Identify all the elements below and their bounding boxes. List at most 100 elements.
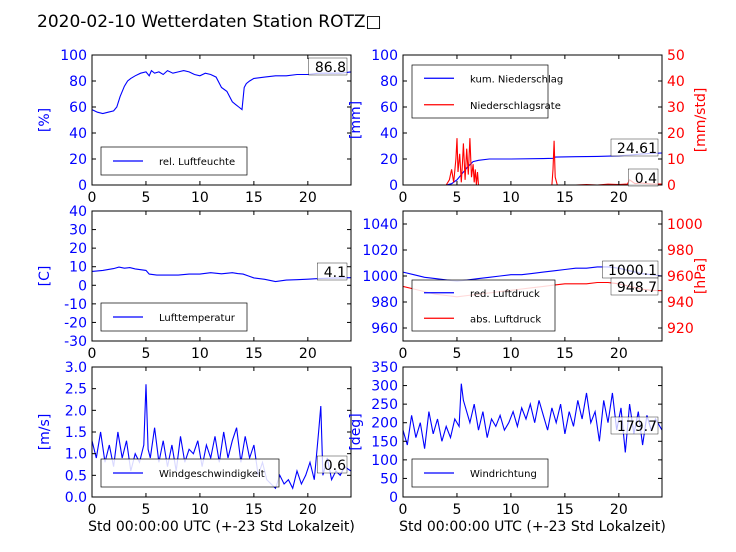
legend-box-wind_speed <box>100 458 280 488</box>
x-tick-label-temperature-0: 0 <box>88 346 97 362</box>
y-tick-label-wind_speed-3: 1.5 <box>65 425 87 441</box>
x-tick-label-precip-3: 15 <box>556 190 574 206</box>
y2-tick-label-pressure-2: 960 <box>667 269 694 285</box>
panel-temperature: 0 5 10 15 20 -30 -20 -10 0 10 20 30 40 [C] Lufttempera… <box>37 204 352 362</box>
y-tick-label-wind_speed-1: 0.5 <box>65 468 87 484</box>
y-tick-label-wind_dir-2: 100 <box>371 453 398 469</box>
current-value-box-temperature <box>317 262 348 281</box>
y-tick-label-wind_dir-3: 150 <box>371 434 398 450</box>
y-tick-label-pressure-1: 980 <box>371 295 398 311</box>
legend-label-precip-1: Niederschlagsrate <box>470 101 561 112</box>
axes-frame-temperature <box>91 210 352 342</box>
y-tick-label-wind_speed-5: 2.5 <box>65 382 87 398</box>
y-tick-label-humidity-0: 0 <box>78 178 87 194</box>
y2-tick-label-pressure-3: 980 <box>667 243 694 259</box>
x-tick-label-pressure-2: 10 <box>502 346 520 362</box>
y2-tick-label-precip-3: 30 <box>667 100 685 116</box>
y2-tick-label-pressure-0: 920 <box>667 321 694 337</box>
current-value-box-precip-2 <box>628 168 659 187</box>
x-tick-label-temperature-2: 10 <box>191 346 209 362</box>
x-tick-label-precip-1: 5 <box>452 190 461 206</box>
x-tick-label-temperature-4: 20 <box>299 346 317 362</box>
current-value-pressure: 1000.1 <box>608 263 657 279</box>
x-tick-label-humidity-2: 10 <box>191 190 209 206</box>
y-tick-label-wind_speed-6: 3.0 <box>65 360 87 376</box>
x-tick-label-wind_speed-1: 5 <box>141 502 150 518</box>
y-tick-label-temperature-3: 0 <box>78 278 87 294</box>
y-tick-label-temperature-6: 30 <box>69 223 87 239</box>
series-line-temperature-0 <box>92 266 351 283</box>
figure-title: 2020-02-10 Wetterdaten Station ROTZ□ <box>37 12 382 32</box>
legend-label-pressure-0: red. Luftdruck <box>470 289 540 300</box>
current-value-box-wind_dir <box>610 416 659 435</box>
y-tick-label-wind_dir-5: 250 <box>371 397 398 413</box>
y2-tick-label-precip-4: 40 <box>667 74 685 90</box>
y-tick-label-precip-2: 40 <box>380 126 398 142</box>
y-tick-label-pressure-0: 960 <box>371 321 398 337</box>
y-tick-label-humidity-1: 20 <box>69 152 87 168</box>
y-tick-label-humidity-4: 80 <box>69 74 87 90</box>
y-tick-label-humidity-5: 100 <box>60 48 87 64</box>
x-tick-label-wind_speed-3: 15 <box>245 502 263 518</box>
legend-label-precip-0: kum. Niederschlag <box>470 74 563 85</box>
y2-axis-label-pressure: [hPa] <box>693 258 709 294</box>
legend-box-precip <box>411 64 549 119</box>
panel-pressure: 0 5 10 15 20 960 980 1000 1020 1040 920 940 960 980 10… <box>362 210 709 362</box>
x-tick-label-temperature-3: 15 <box>245 346 263 362</box>
series-line-precip-1 <box>403 138 662 185</box>
axes-frame-wind_dir <box>402 366 663 498</box>
x-tick-label-humidity-3: 15 <box>245 190 263 206</box>
current-value-wind_dir: 179.7 <box>617 419 657 435</box>
x-axis-label-wind_dir: Std 00:00:00 UTC (+-23 Std Lokalzeit) <box>399 519 666 535</box>
y-tick-label-wind_dir-7: 350 <box>371 360 398 376</box>
y-tick-label-precip-5: 100 <box>371 48 398 64</box>
current-value-box-wind_speed <box>317 455 348 474</box>
y-tick-label-temperature-2: -10 <box>64 297 87 313</box>
y-axis-label-humidity: [%] <box>37 108 53 132</box>
y-tick-label-precip-1: 20 <box>380 152 398 168</box>
x-tick-label-pressure-4: 20 <box>610 346 628 362</box>
y-tick-label-wind_dir-6: 300 <box>371 379 398 395</box>
x-tick-label-precip-0: 0 <box>399 190 408 206</box>
axes-frame-precip <box>402 54 663 186</box>
axes-frame-humidity <box>91 54 352 186</box>
x-tick-label-humidity-4: 20 <box>299 190 317 206</box>
legend-label-temperature-0: Lufttemperatur <box>159 313 236 324</box>
panel-wind_speed: 0 5 10 15 20 0.0 0.5 1.0 1.5 2.0 2.5 3.0 [m/s] Std 00… <box>37 360 355 535</box>
x-tick-label-wind_speed-4: 20 <box>299 502 317 518</box>
panel-humidity: 0 5 10 15 20 0 20 40 60 80 100 [%] rel. Luftfeuchte 8… <box>37 48 352 206</box>
y-tick-label-wind_speed-0: 0.0 <box>65 490 87 506</box>
x-tick-label-pressure-3: 15 <box>556 346 574 362</box>
y2-tick-label-pressure-4: 1000 <box>667 217 703 233</box>
x-tick-label-wind_dir-2: 10 <box>502 502 520 518</box>
y2-axis-label-precip: [mm/std] <box>693 88 709 153</box>
x-tick-label-wind_speed-0: 0 <box>88 502 97 518</box>
current-value-temperature: 4.1 <box>324 265 346 281</box>
y2-tick-label-precip-5: 50 <box>667 48 685 64</box>
y-axis-label-precip: [mm] <box>348 101 364 139</box>
x-tick-label-precip-2: 10 <box>502 190 520 206</box>
y-axis-label-wind_speed: [m/s] <box>37 414 53 451</box>
legend-box-pressure <box>411 279 556 332</box>
panel-precip: 0 5 10 15 20 0 20 40 60 80 100 0 10 20 30 40 50 [mm] [mm/s… <box>348 48 709 206</box>
y-axis-label-wind_dir: [deg] <box>348 413 364 450</box>
y-tick-label-humidity-2: 40 <box>69 126 87 142</box>
x-tick-label-precip-4: 20 <box>610 190 628 206</box>
y-axis-label-temperature: [C] <box>37 266 53 287</box>
y-tick-label-pressure-2: 1000 <box>362 269 398 285</box>
current-value-humidity: 86.8 <box>315 60 346 76</box>
x-tick-label-humidity-0: 0 <box>88 190 97 206</box>
y-tick-label-wind_speed-2: 1.0 <box>65 447 87 463</box>
current-value-precip-2: 0.4 <box>635 171 657 187</box>
legend-box-wind_dir <box>411 458 549 488</box>
y2-tick-label-precip-2: 20 <box>667 126 685 142</box>
x-tick-label-wind_dir-1: 5 <box>452 502 461 518</box>
current-value-precip: 24.61 <box>617 141 657 157</box>
x-tick-label-pressure-0: 0 <box>399 346 408 362</box>
y-tick-label-temperature-7: 40 <box>69 204 87 220</box>
y-tick-label-temperature-5: 20 <box>69 241 87 257</box>
current-value-box-pressure-2 <box>610 277 659 296</box>
x-tick-label-wind_dir-0: 0 <box>399 502 408 518</box>
legend-label-wind_speed-0: Windgeschwindigkeit <box>159 469 265 480</box>
